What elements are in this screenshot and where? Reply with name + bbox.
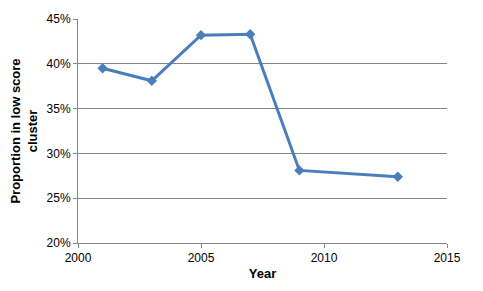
svg-text:40%: 40% [47, 57, 71, 71]
svg-text:Proportion in low scorecluster: Proportion in low scorecluster [8, 58, 40, 203]
svg-text:2005: 2005 [188, 251, 215, 265]
svg-text:20%: 20% [47, 236, 71, 250]
svg-text:30%: 30% [47, 147, 71, 161]
svg-text:35%: 35% [47, 102, 71, 116]
svg-text:25%: 25% [47, 191, 71, 205]
svg-text:Year: Year [249, 266, 276, 281]
svg-text:45%: 45% [47, 12, 71, 26]
svg-text:2010: 2010 [311, 251, 338, 265]
svg-text:2015: 2015 [434, 251, 461, 265]
svg-text:2000: 2000 [65, 251, 92, 265]
